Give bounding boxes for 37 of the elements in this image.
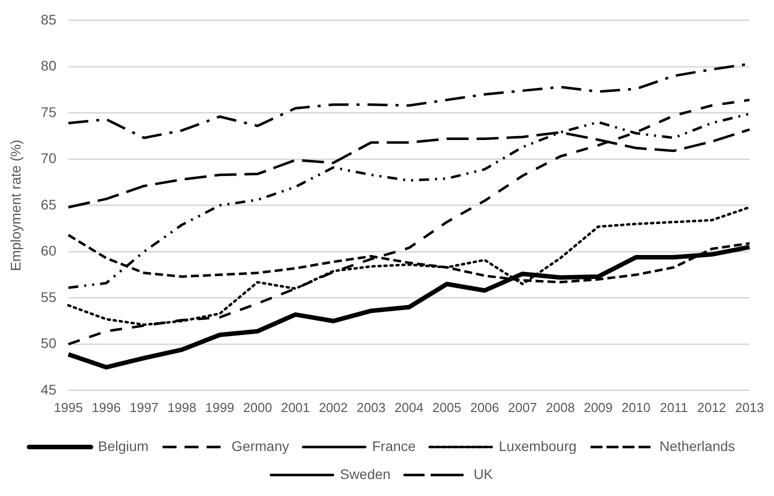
legend-label: Netherlands bbox=[660, 438, 736, 454]
legend-label: Belgium bbox=[98, 438, 149, 454]
legend-label: UK bbox=[474, 466, 494, 482]
x-tick-label: 2008 bbox=[546, 400, 575, 415]
x-tick-label: 2011 bbox=[660, 400, 688, 415]
x-tick-label: 2012 bbox=[697, 400, 726, 415]
y-tick-label: 70 bbox=[40, 150, 57, 166]
line-series bbox=[67, 98, 751, 346]
legend-label: Sweden bbox=[340, 466, 391, 482]
y-tick-label: 55 bbox=[40, 288, 57, 305]
y-tick-label: 80 bbox=[40, 58, 57, 74]
x-tick-label: 2005 bbox=[432, 400, 462, 415]
y-tick-label: 60 bbox=[40, 242, 57, 259]
y-tick-label: 50 bbox=[40, 335, 57, 352]
y-tick-label: 65 bbox=[40, 196, 57, 212]
y-tick-label: 85 bbox=[40, 11, 57, 28]
x-tick-label: 2003 bbox=[356, 400, 386, 415]
legend-label: Luxembourg bbox=[498, 438, 577, 454]
x-tick-label: 1995 bbox=[54, 400, 83, 415]
x-tick-label: 1999 bbox=[205, 400, 234, 415]
legend-label: France bbox=[372, 438, 416, 454]
x-tick-label: 1996 bbox=[92, 400, 121, 415]
x-tick-label: 2004 bbox=[394, 400, 424, 415]
x-tick-label: 2009 bbox=[584, 400, 613, 415]
legend-label: Germany bbox=[232, 438, 290, 454]
x-tick-label: 2013 bbox=[735, 400, 764, 415]
x-tick-label: 2010 bbox=[622, 400, 650, 415]
x-tick-label: 1997 bbox=[130, 400, 159, 415]
y-axis-title: Employment rate (%) bbox=[7, 140, 24, 272]
x-tick-label: 2000 bbox=[243, 400, 272, 415]
x-tick-label: 1998 bbox=[167, 400, 196, 415]
x-tick-label: 2001 bbox=[280, 400, 310, 415]
x-tick-label: 2007 bbox=[508, 400, 537, 415]
x-tick-label: 2006 bbox=[470, 400, 500, 415]
y-tick-label: 75 bbox=[40, 104, 57, 120]
x-tick-label: 2002 bbox=[318, 400, 348, 415]
y-tick-label: 45 bbox=[40, 381, 57, 398]
